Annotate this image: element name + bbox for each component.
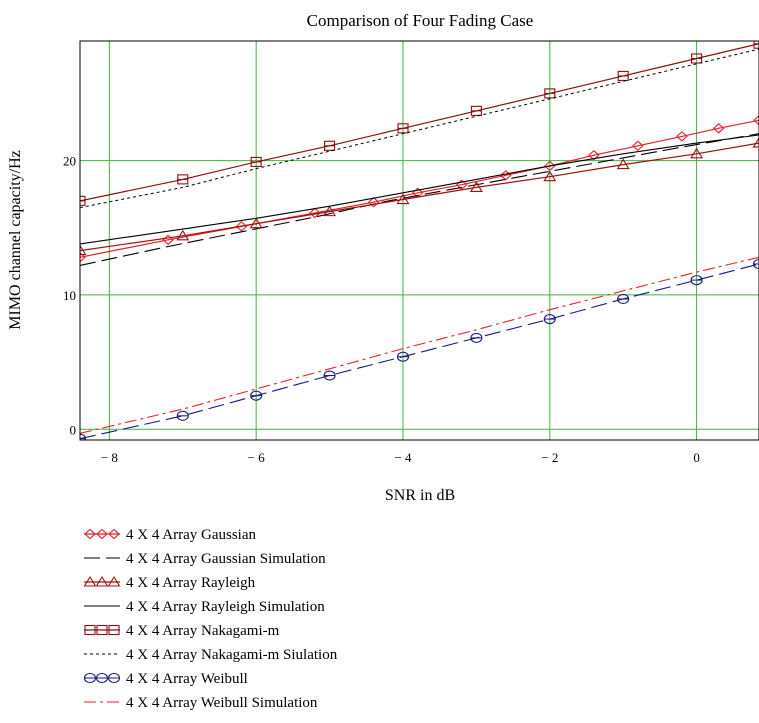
series-0-point-8 — [543, 160, 556, 172]
series-2 — [80, 137, 759, 256]
legend-item-6: 4 X 4 Array Weibull — [83, 671, 248, 687]
series-line-6 — [80, 263, 759, 440]
series-0-point-0 — [80, 252, 86, 263]
y-axis-ticks: 0 10 20 — [63, 154, 76, 438]
legend-item-5: 4 X 4 Array Nakagami-m Siulation — [84, 647, 338, 663]
series-2-point-8 — [690, 147, 704, 159]
legend-item-0: 4 X 4 Array Gaussian — [84, 527, 256, 543]
series-3 — [80, 134, 759, 245]
x-tick-label-2: − 4 — [394, 450, 412, 465]
legend-marker-0-1 — [96, 528, 108, 540]
series-line-1 — [80, 133, 759, 266]
series-line-5 — [80, 48, 759, 209]
legend-item-7: 4 X 4 Array Weibull Simulation — [84, 695, 318, 711]
series-0-point-4 — [367, 196, 380, 208]
series-0-point-2 — [235, 221, 248, 232]
y-tick-label-0: 0 — [70, 422, 77, 437]
series-2-point-7 — [616, 158, 630, 170]
y-tick-label-2: 20 — [63, 154, 76, 169]
plot-frame — [79, 40, 759, 441]
legend-item-3: 4 X 4 Array Rayleigh Simulation — [84, 599, 325, 615]
series-0-point-3 — [309, 207, 321, 219]
series-2-point-4 — [396, 193, 410, 205]
y-tick-label-1: 10 — [63, 288, 76, 303]
x-tick-label-0: − 8 — [101, 450, 118, 465]
legend-marker-2-2 — [107, 575, 121, 587]
series-0-point-10 — [632, 140, 644, 152]
series-0-point-13 — [753, 115, 759, 126]
series-line-4 — [80, 43, 759, 202]
legend-label-3: 4 X 4 Array Rayleigh Simulation — [126, 599, 325, 615]
legend-label-1: 4 X 4 Array Gaussian Simulation — [126, 551, 326, 567]
series-line-7 — [80, 256, 759, 434]
legend-label-4: 4 X 4 Array Nakagami-m — [126, 623, 280, 639]
series-6 — [80, 258, 759, 440]
series-4 — [80, 41, 759, 206]
series-7 — [80, 256, 759, 434]
grid — [80, 41, 759, 440]
legend-label-2: 4 X 4 Array Rayleigh — [126, 575, 256, 591]
x-tick-label-1: − 6 — [248, 450, 266, 465]
series-1 — [80, 133, 759, 266]
legend-item-4: 4 X 4 Array Nakagami-m — [84, 623, 280, 639]
legend-label-6: 4 X 4 Array Weibull — [126, 671, 248, 687]
x-tick-label-4: 0 — [693, 450, 700, 465]
series-2-point-9 — [752, 137, 759, 148]
legend-marker-0-2 — [108, 528, 120, 540]
plot-area — [80, 41, 759, 440]
series-line-3 — [80, 134, 759, 245]
series-5 — [80, 48, 759, 209]
series-0-point-11 — [676, 131, 688, 142]
legend-marker-2-1 — [95, 575, 109, 587]
legend-label-0: 4 X 4 Array Gaussian — [126, 527, 256, 543]
legend-item-1: 4 X 4 Array Gaussian Simulation — [84, 551, 326, 567]
y-axis-label: MIMO channel capacity/Hz — [7, 150, 24, 329]
series-2-point-1 — [176, 229, 190, 241]
series-line-0 — [80, 119, 759, 258]
legend-marker-2-0 — [83, 575, 97, 587]
legend-label-5: 4 X 4 Array Nakagami-m Siulation — [126, 647, 338, 663]
series-2-point-0 — [80, 244, 87, 256]
chart-title: Comparison of Four Fading Case — [307, 11, 534, 30]
legend-marker-0-0 — [84, 528, 96, 540]
series-2-point-2 — [249, 217, 263, 229]
series-0-point-12 — [712, 123, 725, 134]
series-0-point-9 — [588, 149, 600, 161]
series-group — [80, 41, 759, 440]
series-line-2 — [80, 142, 759, 252]
x-axis-ticks: − 8 − 6 − 4 − 2 0 — [101, 450, 700, 465]
x-axis-label: SNR in dB — [385, 487, 455, 504]
legend-label-7: 4 X 4 Array Weibull Simulation — [126, 695, 318, 711]
x-tick-label-3: − 2 — [541, 450, 558, 465]
legend: 4 X 4 Array Gaussian 4 X 4 Array Gaussian… — [83, 527, 338, 711]
series-2-point-5 — [469, 181, 483, 192]
legend-item-2: 4 X 4 Array Rayleigh — [83, 575, 256, 591]
series-2-point-3 — [323, 205, 337, 217]
series-2-point-6 — [543, 170, 557, 182]
